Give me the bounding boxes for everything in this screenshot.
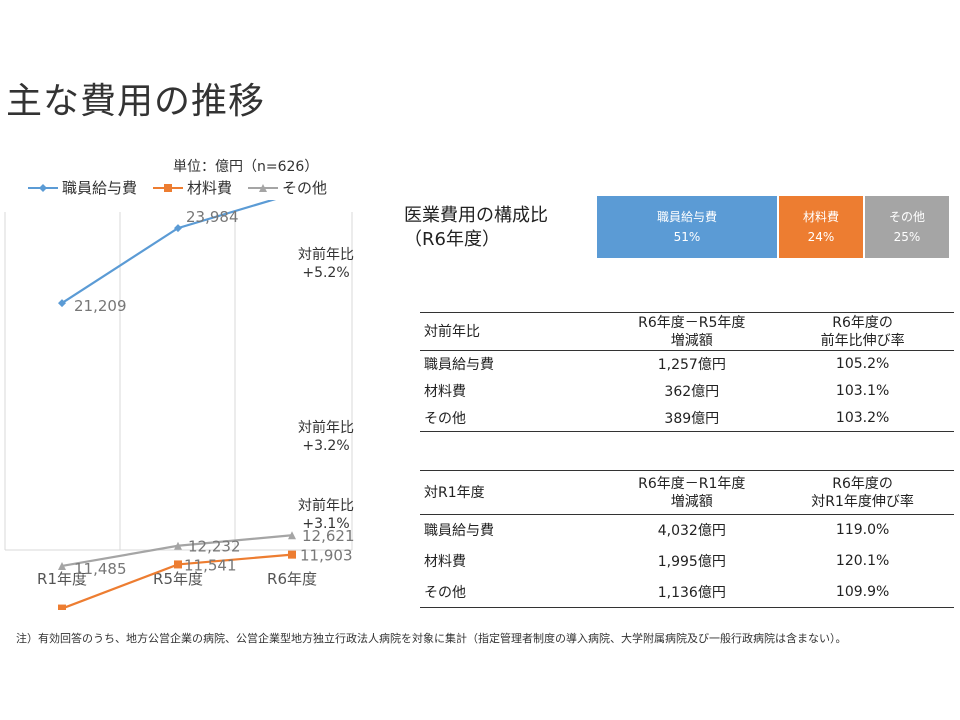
segment-name: 材料費 [802,210,839,224]
data-point [288,531,296,540]
legend-label: 材料費 [187,179,233,197]
table-cell: 389億円 [664,410,720,427]
composition-title: 医業費用の構成比 （R6年度） [404,204,548,252]
table-row: その他 389億円 103.2% [420,405,954,432]
table-cell: 119.0% [835,522,890,539]
data-label: 11,903 [300,547,353,565]
data-point [174,224,182,233]
composition-title-line: 医業費用の構成比 [404,205,548,226]
table-cell: 105.2% [835,356,890,373]
legend-label: 職員給与費 [62,179,138,197]
data-label: 12,621 [302,527,355,545]
legend-label: その他 [282,179,328,197]
table-header-cell: R6年度の 対R1年度伸び率 [811,475,914,510]
table-cell: 職員給与費 [424,357,494,374]
data-point [58,299,66,308]
table-cell: 103.1% [835,383,890,399]
legend-item-other: その他 [246,177,327,198]
segment-percent: 24% [807,230,835,244]
data-point [174,541,182,550]
table-cell: 職員給与費 [424,523,494,540]
table-cell: 材料費 [424,384,466,400]
table-header-cell: R6年度の 前年比伸び率 [820,314,905,349]
triangle-marker-icon [248,183,279,192]
composition-segment: 職員給与費 51% [597,196,777,258]
x-tick-label: R1年度 [37,570,87,588]
annotation-text: +3.1% [302,516,349,532]
series-line-0 [61,200,277,305]
x-tick-label: R6年度 [267,570,317,588]
table-row: 材料費 1,995億円 120.1% [420,546,954,577]
data-point [58,604,66,610]
chart-legend: 職員給与費 材料費 その他 [26,177,327,198]
table-cell: その他 [424,410,466,427]
table-row: 職員給与費 4,032億円 119.0% [420,515,954,546]
table-row: 職員給与費 1,257億円 105.2% [420,351,954,378]
diamond-marker-icon [28,183,58,192]
footnote: 注）有効回答のうち、地方公営企業の病院、公営企業型地方独立行政法人病院を対象に集… [16,632,847,645]
vs-r1-table: 対R1年度 R6年度－R1年度 増減額 R6年度の 対R1年度伸び率職員給与費 4,032… [420,470,954,608]
segment-percent: 25% [893,230,921,244]
page-title: 主な費用の推移 [6,81,266,122]
table-cell: 4,032億円 [657,523,726,540]
table-cell: 362億円 [664,384,720,400]
table-header-cell: 対前年比 [424,323,480,340]
table-header-cell: R6年度－R1年度 増減額 [638,475,746,510]
segment-percent: 51% [673,230,701,244]
yoy-table: 対前年比 R6年度－R5年度 増減額 R6年度の 前年比伸び率職員給与費 1,257億円 1… [420,312,954,432]
data-label: 12,232 [188,538,241,556]
table-cell: 1,257億円 [657,357,726,374]
composition-segment: 材料費 24% [777,196,863,258]
table-cell: 109.9% [835,583,890,600]
data-label: 11,541 [184,556,237,574]
table-header-cell: 対R1年度 [424,484,485,501]
annotation-text: 対前年比 [298,246,354,263]
line-chart: R1年度R5年度R6年度21,20923,98425,2419,90811,54… [4,200,355,610]
table-cell: その他 [424,584,466,601]
segment-name: 職員給与費 [656,210,717,224]
data-point [58,561,66,570]
annotation-text: 対前年比 [298,497,354,514]
data-label: 11,485 [74,560,127,578]
annotation-text: 対前年比 [298,419,354,436]
data-point [174,560,182,569]
annotation-text: +3.2% [302,438,349,454]
table-cell: 1,136億円 [657,584,726,601]
legend-item-materials: 材料費 [151,177,232,198]
table-row: その他 1,136億円 109.9% [420,577,954,608]
segment-name: その他 [888,210,925,224]
table-cell: 120.1% [835,553,890,569]
x-tick-label: R5年度 [153,570,203,588]
table-cell: 1,995億円 [657,554,726,570]
table-row: 材料費 362億円 103.1% [420,378,954,405]
composition-stacked-bar: 職員給与費 51% 材料費 24% その他 25% [597,196,949,258]
legend-item-salary: 職員給与費 [26,177,137,198]
annotation-text: +5.2% [302,265,349,281]
data-point [288,550,296,559]
square-marker-icon [153,183,184,192]
composition-segment: その他 25% [863,196,949,258]
table-cell: 103.2% [835,409,890,426]
data-label: 23,984 [186,208,239,226]
table-header-cell: R6年度－R5年度 増減額 [638,314,746,349]
table-cell: 材料費 [424,554,466,570]
composition-title-line: （R6年度） [404,229,500,250]
unit-label: 単位：億円（n=626） [173,159,319,175]
data-label: 21,209 [74,297,127,315]
